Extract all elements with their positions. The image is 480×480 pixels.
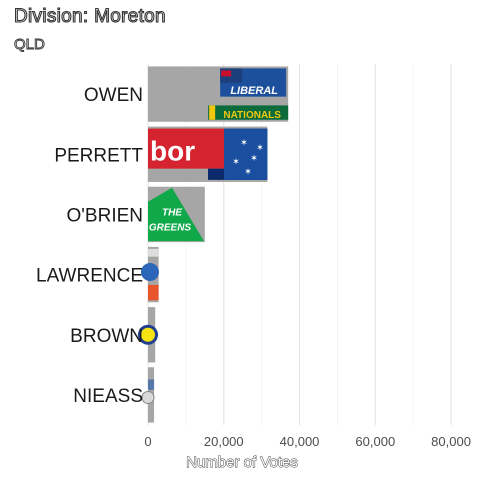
party-logo-nieass [141,379,155,404]
grid-lines [147,64,452,425]
chart-subtitle: QLD [14,36,46,54]
svg-text:✶: ✶ [240,137,248,147]
labor-logo-perrett: bor ✶✶✶✶✶ [148,128,268,180]
category-label: O'BRIEN [67,205,143,226]
category-labels: OWEN PERRETT O'BRIEN LAWRENCE BROWN NIEASS [36,85,143,407]
party-logo-lawrence [141,248,159,301]
svg-text:bor: bor [150,135,195,166]
svg-text:✶: ✶ [244,167,252,177]
x-tick-label: 20,000 [204,434,244,449]
svg-text:LIBERAL: LIBERAL [230,85,278,97]
svg-text:GREENS: GREENS [149,222,192,233]
x-tick-label: 40,000 [280,434,320,449]
liberal-nationals-logo-owen: LIBERAL NATIONALS [208,68,289,121]
greens-logo-obrien: THE GREENS [148,187,204,242]
svg-text:✶: ✶ [250,153,258,163]
x-tick-label: 80,000 [431,434,471,449]
category-label: BROWN [70,326,143,347]
category-label: OWEN [84,85,143,106]
svg-text:✶: ✶ [256,143,264,153]
chart-title: Division: Moreton [13,5,166,27]
category-label: LAWRENCE [36,266,143,287]
category-label: NIEASS [73,386,143,407]
svg-text:✶: ✶ [232,156,240,166]
x-axis-title: Number of Votes [186,454,298,471]
category-label: PERRETT [54,145,143,166]
svg-text:NATIONALS: NATIONALS [223,110,281,121]
x-tick-label: 0 [144,434,151,449]
x-tick-label: 60,000 [355,434,395,449]
svg-text:THE: THE [162,207,182,218]
party-logo-brown [138,324,158,345]
x-tick-labels: 0 20,000 40,000 60,000 80,000 [144,434,471,449]
